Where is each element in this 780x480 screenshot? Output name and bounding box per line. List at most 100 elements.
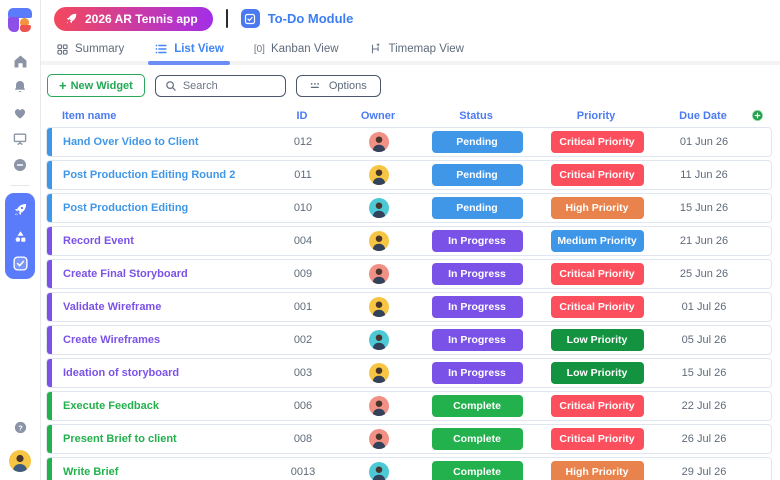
tab-list-view[interactable]: List View bbox=[148, 37, 230, 65]
project-badge[interactable]: 2026 AR Tennis app bbox=[54, 6, 213, 31]
module-header[interactable]: To-Do Module bbox=[240, 9, 354, 28]
item-id: 008 bbox=[293, 433, 313, 445]
column-header-owner[interactable]: Owner bbox=[360, 109, 396, 122]
column-header-status[interactable]: Status bbox=[459, 109, 493, 122]
column-header-item-name[interactable]: Item name bbox=[62, 109, 117, 122]
priority-badge[interactable]: Medium Priority bbox=[550, 230, 644, 252]
rocket-icon[interactable] bbox=[6, 200, 34, 218]
table-row[interactable]: Create Wireframes 002 In Progress Low Pr… bbox=[46, 325, 772, 355]
module-title: To-Do Module bbox=[267, 11, 354, 26]
due-date: 01 Jun 26 bbox=[679, 136, 729, 148]
table-row[interactable]: Create Final Storyboard 009 In Progress … bbox=[46, 259, 772, 289]
table-row[interactable]: Post Production Editing 010 Pending High… bbox=[46, 193, 772, 223]
priority-badge[interactable]: Critical Priority bbox=[550, 428, 644, 450]
item-id: 006 bbox=[293, 400, 313, 412]
priority-badge[interactable]: Low Priority bbox=[550, 329, 644, 351]
item-name[interactable]: Hand Over Video to Client bbox=[63, 136, 199, 148]
owner-avatar[interactable] bbox=[369, 165, 389, 185]
item-name[interactable]: Present Brief to client bbox=[63, 433, 177, 445]
priority-badge[interactable]: Low Priority bbox=[550, 362, 644, 384]
owner-avatar[interactable] bbox=[369, 264, 389, 284]
heart-icon[interactable] bbox=[6, 100, 34, 126]
help-icon[interactable]: ? bbox=[6, 414, 34, 440]
owner-cell bbox=[333, 429, 425, 449]
item-name[interactable]: Post Production Editing Round 2 bbox=[63, 169, 236, 181]
add-column-button[interactable] bbox=[742, 109, 772, 122]
user-avatar[interactable] bbox=[9, 450, 31, 472]
item-name[interactable]: Validate Wireframe bbox=[63, 301, 162, 313]
priority-badge[interactable]: Critical Priority bbox=[550, 263, 644, 285]
owner-avatar[interactable] bbox=[369, 330, 389, 350]
status-badge[interactable]: In Progress bbox=[431, 296, 523, 318]
status-badge[interactable]: Complete bbox=[431, 395, 523, 417]
plus-icon: + bbox=[59, 78, 67, 93]
status-badge[interactable]: Pending bbox=[431, 197, 523, 219]
owner-avatar[interactable] bbox=[369, 198, 389, 218]
search-box[interactable] bbox=[154, 74, 286, 97]
item-name[interactable]: Execute Feedback bbox=[63, 400, 159, 412]
table-row[interactable]: Post Production Editing Round 2 011 Pend… bbox=[46, 160, 772, 190]
presentation-icon[interactable] bbox=[6, 126, 34, 152]
table-row[interactable]: Execute Feedback 006 Complete Critical P… bbox=[46, 391, 772, 421]
table-row[interactable]: Hand Over Video to Client 012 Pending Cr… bbox=[46, 127, 772, 157]
due-date: 29 Jul 26 bbox=[681, 466, 727, 478]
owner-avatar[interactable] bbox=[369, 462, 389, 480]
shapes-icon[interactable] bbox=[6, 227, 34, 245]
new-widget-button[interactable]: + New Widget bbox=[47, 74, 145, 97]
column-header-due-date[interactable]: Due Date bbox=[679, 109, 727, 122]
item-name[interactable]: Create Final Storyboard bbox=[63, 268, 188, 280]
bell-icon[interactable] bbox=[6, 74, 34, 100]
main-area: 2026 AR Tennis app To-Do Module Summary … bbox=[41, 0, 780, 480]
item-name[interactable]: Create Wireframes bbox=[63, 334, 161, 346]
owner-avatar[interactable] bbox=[369, 132, 389, 152]
status-badge[interactable]: Complete bbox=[431, 461, 523, 480]
owner-cell bbox=[333, 363, 425, 383]
priority-badge[interactable]: High Priority bbox=[550, 461, 644, 480]
priority-badge[interactable]: High Priority bbox=[550, 197, 644, 219]
table-row[interactable]: Present Brief to client 008 Complete Cri… bbox=[46, 424, 772, 454]
home-icon[interactable] bbox=[6, 48, 34, 74]
kanban-icon: [0] bbox=[253, 43, 265, 55]
owner-avatar[interactable] bbox=[369, 231, 389, 251]
item-name[interactable]: Post Production Editing bbox=[63, 202, 189, 214]
item-name[interactable]: Ideation of storyboard bbox=[63, 367, 180, 379]
tab-timemap-view[interactable]: Timemap View bbox=[369, 37, 464, 61]
table-row[interactable]: Validate Wireframe 001 In Progress Criti… bbox=[46, 292, 772, 322]
minus-circle-icon[interactable] bbox=[6, 152, 34, 178]
status-badge[interactable]: In Progress bbox=[431, 362, 523, 384]
tab-summary[interactable]: Summary bbox=[56, 37, 124, 61]
column-header-id[interactable]: ID bbox=[296, 109, 308, 122]
item-name[interactable]: Record Event bbox=[63, 235, 134, 247]
options-button[interactable]: Options bbox=[295, 74, 381, 97]
app-logo-icon[interactable] bbox=[8, 8, 32, 32]
item-name[interactable]: Write Brief bbox=[63, 466, 119, 478]
table-row[interactable]: Write Brief 0013 Complete High Priority … bbox=[46, 457, 772, 480]
owner-avatar[interactable] bbox=[369, 396, 389, 416]
status-badge[interactable]: In Progress bbox=[431, 263, 523, 285]
owner-cell bbox=[333, 330, 425, 350]
owner-avatar[interactable] bbox=[369, 429, 389, 449]
search-input[interactable] bbox=[182, 79, 273, 92]
status-badge[interactable]: In Progress bbox=[431, 230, 523, 252]
table-row[interactable]: Record Event 004 In Progress Medium Prio… bbox=[46, 226, 772, 256]
priority-badge[interactable]: Critical Priority bbox=[550, 164, 644, 186]
status-badge[interactable]: Pending bbox=[431, 164, 523, 186]
table-row[interactable]: Ideation of storyboard 003 In Progress L… bbox=[46, 358, 772, 388]
todo-module-icon[interactable] bbox=[6, 254, 34, 272]
status-badge[interactable]: Complete bbox=[431, 428, 523, 450]
priority-badge[interactable]: Critical Priority bbox=[550, 131, 644, 153]
task-table: Item name ID Owner Status Priority Due D… bbox=[41, 104, 780, 480]
priority-badge[interactable]: Critical Priority bbox=[550, 296, 644, 318]
owner-avatar[interactable] bbox=[369, 297, 389, 317]
project-badge-label: 2026 AR Tennis app bbox=[85, 11, 198, 26]
column-header-priority[interactable]: Priority bbox=[576, 109, 616, 122]
status-badge[interactable]: Pending bbox=[431, 131, 523, 153]
timemap-icon bbox=[371, 43, 380, 54]
owner-avatar[interactable] bbox=[369, 363, 389, 383]
tab-label: Timemap View bbox=[388, 43, 464, 55]
status-badge[interactable]: In Progress bbox=[431, 329, 523, 351]
tab-kanban-view[interactable]: [0] Kanban View bbox=[254, 37, 339, 61]
due-date: 22 Jul 26 bbox=[681, 400, 727, 412]
priority-badge[interactable]: Critical Priority bbox=[550, 395, 644, 417]
